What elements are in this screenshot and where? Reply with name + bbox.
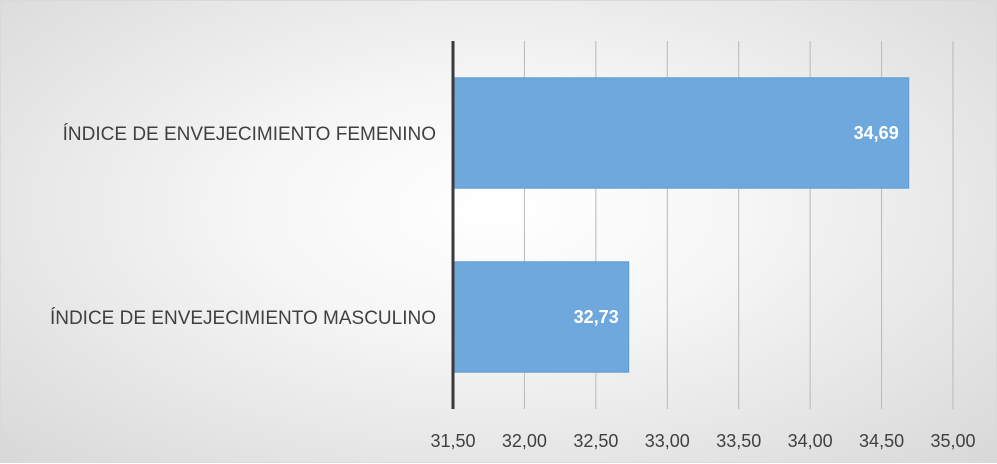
x-tick-label: 34,50 [859,431,904,451]
data-label: 32,73 [574,307,619,327]
category-label: ÍNDICE DE ENVEJECIMIENTO FEMENINO [63,124,436,145]
x-tick-label: 32,50 [573,431,618,451]
x-tick-label: 31,50 [430,431,475,451]
x-tick-label: 33,50 [716,431,761,451]
bar [452,77,910,189]
data-label: 34,69 [854,123,899,143]
x-tick-label: 34,00 [788,431,833,451]
x-tick-label: 35,00 [930,431,975,451]
x-tick-label: 32,00 [502,431,547,451]
category-label: ÍNDICE DE ENVEJECIMIENTO MASCULINO [50,308,436,329]
x-tick-label: 33,00 [645,431,690,451]
